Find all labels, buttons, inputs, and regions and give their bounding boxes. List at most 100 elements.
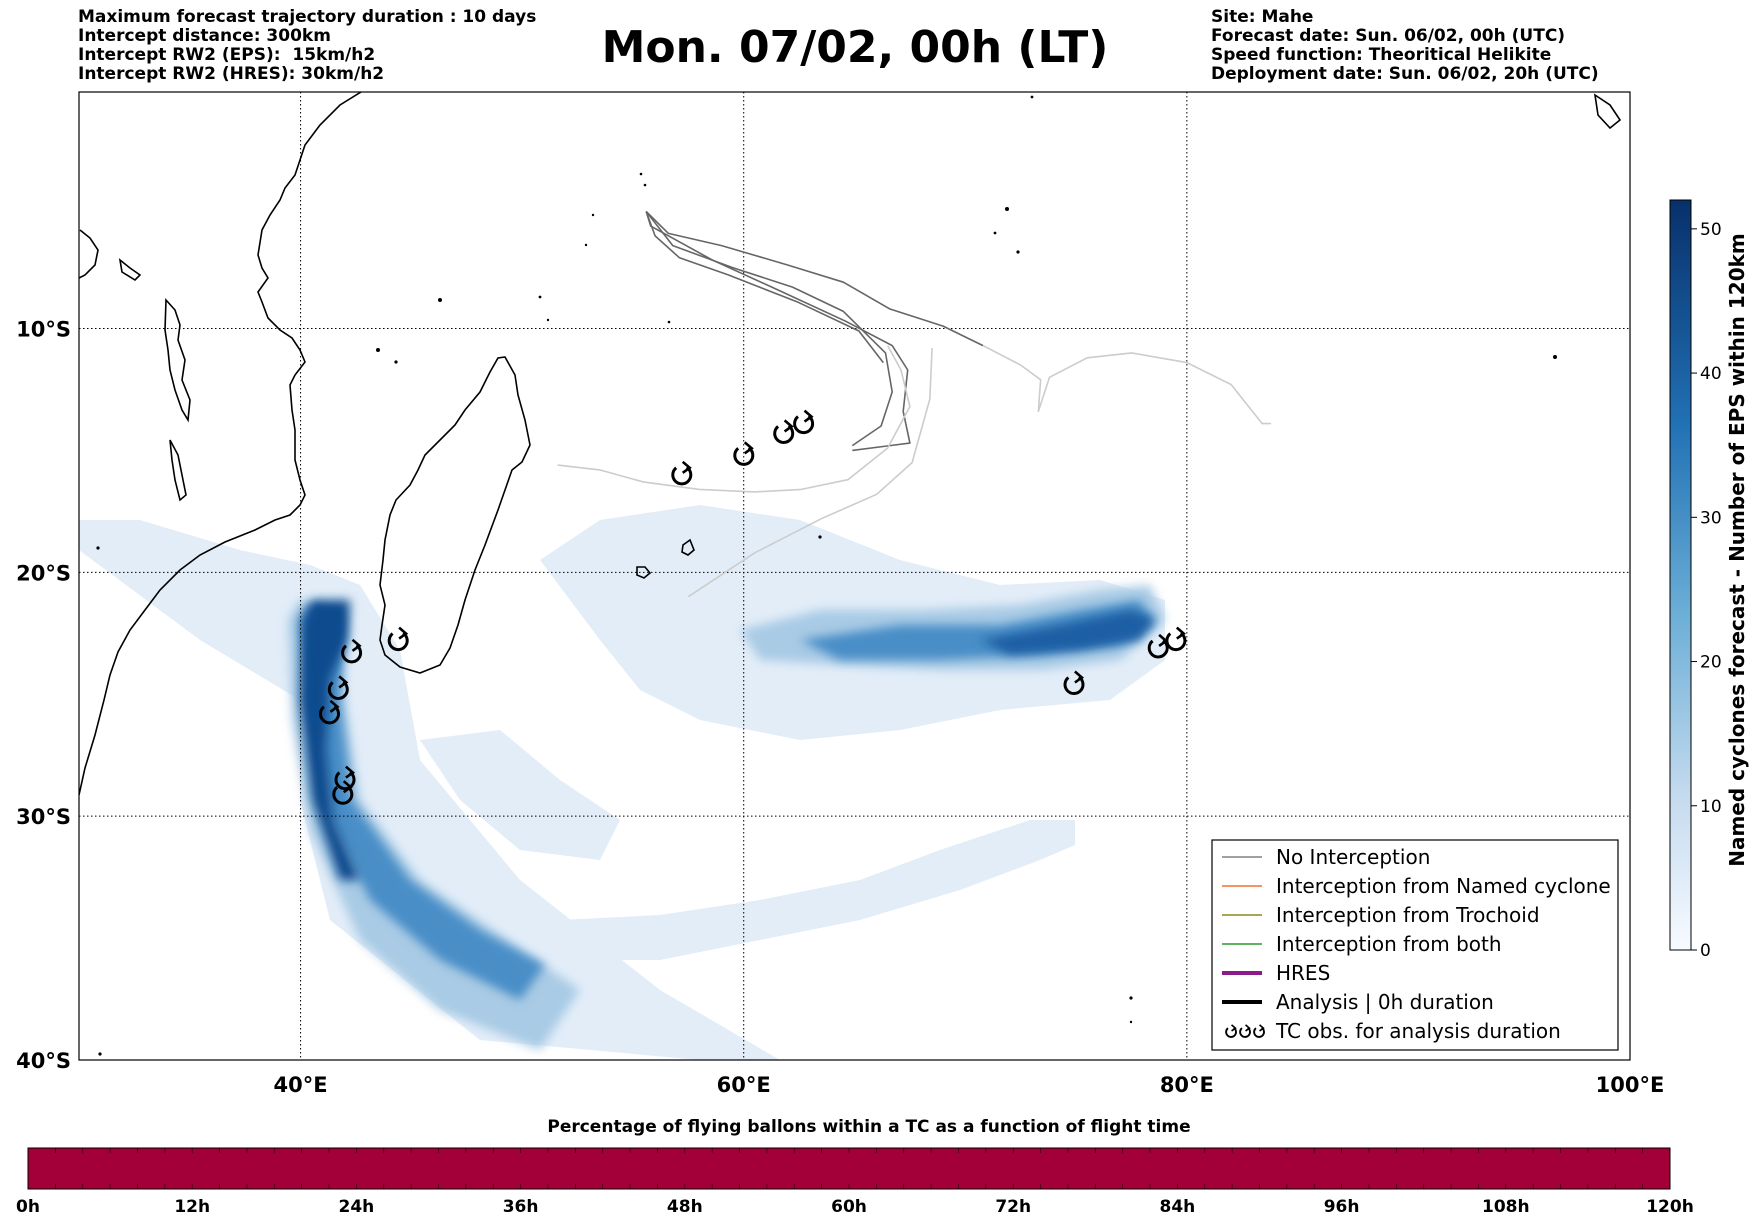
legend-label: Interception from both	[1276, 932, 1502, 956]
tc-symbol-icon	[319, 699, 340, 725]
colorbar-tick-label: 20	[1700, 653, 1722, 673]
colorbar-tick-label: 50	[1700, 220, 1722, 240]
island	[643, 183, 647, 187]
density-outer-west	[79, 520, 780, 1060]
max-duration-text: Maximum forecast trajectory duration : 1…	[78, 7, 537, 27]
legend-label: HRES	[1276, 961, 1330, 985]
tc-symbol-icon	[341, 638, 363, 664]
intercept-eps-text: Intercept RW2 (EPS): 15km/h2	[78, 45, 376, 65]
deployment-date-text: Deployment date: Sun. 06/02, 20h (UTC)	[1211, 64, 1599, 84]
intercept-distance-text: Intercept distance: 300km	[78, 26, 331, 46]
legend-tc-arrow	[1231, 1024, 1237, 1032]
island	[538, 295, 542, 299]
colorbar-tick-label: 30	[1700, 508, 1722, 528]
legend-tc-arc	[1225, 1027, 1237, 1038]
density-band-west-mid	[288, 600, 580, 1050]
island	[546, 318, 550, 322]
tc-symbol-arrow	[342, 780, 353, 794]
lake-malawi-outline	[169, 439, 187, 502]
site-text: Site: Mahe	[1211, 7, 1314, 27]
island	[591, 213, 595, 217]
madagascar-coastline	[379, 356, 531, 674]
island	[1129, 996, 1133, 1000]
legend-label: No Interception	[1276, 845, 1430, 869]
percentage-tick-label: 36h	[503, 1197, 539, 1217]
lon-tick-labels: 40°E 60°E 80°E 100°E	[274, 1073, 1665, 1097]
percentage-tick-label: 24h	[339, 1197, 375, 1217]
lon-tick-label: 100°E	[1596, 1073, 1665, 1097]
colorbar-tick-label: 40	[1700, 364, 1722, 384]
tc-symbol-arrow	[345, 765, 356, 779]
lat-tick-labels: 10°S 20°S 30°S 40°S	[16, 318, 71, 1073]
tc-symbol-arc	[341, 644, 363, 664]
lake-tanganyika-outline	[164, 297, 191, 423]
tc-symbol-icon	[334, 765, 356, 791]
island	[1005, 207, 1009, 211]
intercept-hres-text: Intercept RW2 (HRES): 30km/h2	[78, 64, 385, 84]
trajectory-line	[645, 211, 893, 447]
tc-symbol-icon	[793, 409, 815, 435]
reunion-outline	[636, 566, 652, 579]
tc-symbol-arc	[327, 680, 349, 700]
island	[667, 320, 671, 324]
tc-symbol-arc	[332, 785, 354, 805]
legend-label: Analysis | 0h duration	[1276, 990, 1494, 1014]
island	[1129, 1020, 1133, 1024]
percentage-tick-label: 0h	[16, 1197, 40, 1217]
colorbar-label-text: Named cyclones forecast - Number of EPS …	[1725, 233, 1749, 867]
tc-symbol-arrow	[1175, 626, 1186, 640]
colorbar-tick-label: 10	[1700, 797, 1722, 817]
tc-symbol-arrow	[351, 638, 362, 652]
lon-tick-label: 40°E	[274, 1073, 328, 1097]
tc-symbol-arrow	[1074, 670, 1085, 684]
tc-symbol-icon	[327, 675, 349, 700]
percentage-tick-label: 72h	[995, 1197, 1031, 1217]
island	[376, 348, 380, 352]
island	[96, 546, 100, 550]
percentage-minor-ticks	[54, 1148, 1644, 1189]
lat-tick-label: 30°S	[16, 805, 71, 829]
percentage-tick-label: 60h	[831, 1197, 867, 1217]
colorbar-tick-label: 0	[1700, 941, 1711, 961]
tc-symbol-icon	[387, 626, 409, 652]
tc-symbol-arc	[1165, 631, 1187, 652]
percentage-bar-fill	[27, 1147, 1671, 1190]
tc-symbol-arrow	[329, 699, 340, 713]
percentage-tick-label: 120h	[1646, 1197, 1694, 1217]
island	[1553, 355, 1557, 359]
island	[438, 298, 442, 302]
island	[1016, 250, 1020, 254]
trajectory-line	[557, 345, 911, 493]
speed-function-text: Speed function: Theoritical Helikite	[1211, 45, 1552, 65]
island	[394, 360, 398, 364]
legend-tc-icon	[1225, 1024, 1237, 1038]
tc-symbol-icon	[332, 780, 354, 805]
density-band-east-peak	[980, 610, 1155, 655]
colorbar-ticks: 0 10 20 30 40 50	[1691, 220, 1722, 961]
legend-tc-icon	[1253, 1024, 1265, 1038]
lake-mweru-outline	[118, 258, 142, 282]
trajectory-line	[645, 211, 884, 364]
density-outer-arc	[470, 820, 1075, 960]
tc-symbol-icon	[773, 419, 795, 444]
tc-observations	[319, 409, 1187, 805]
percentage-tick-labels: 0h 12h 24h 36h 48h 60h 72h 84h 96h 108h 120h	[16, 1197, 1694, 1217]
lon-tick-label: 80°E	[1160, 1073, 1214, 1097]
tc-symbol-arc	[387, 631, 409, 652]
trajectory-line	[645, 211, 911, 452]
lake-victoria-outline	[79, 229, 99, 279]
tc-symbol-icon	[1165, 626, 1187, 652]
legend-label: Interception from Trochoid	[1276, 903, 1540, 927]
tc-symbol-arc	[793, 414, 815, 435]
small-islands	[96, 95, 1557, 1056]
socotra-outline	[1593, 93, 1622, 130]
tc-symbol-arc	[733, 446, 755, 466]
legend-box	[1211, 839, 1619, 1051]
tc-symbol-icon	[1063, 670, 1085, 696]
percentage-tick-label: 84h	[1160, 1197, 1196, 1217]
tc-symbol-arc	[1063, 675, 1085, 696]
tc-symbol-arrow	[398, 626, 409, 640]
legend-tc-arc	[1239, 1027, 1251, 1038]
map-area	[79, 92, 1630, 1060]
